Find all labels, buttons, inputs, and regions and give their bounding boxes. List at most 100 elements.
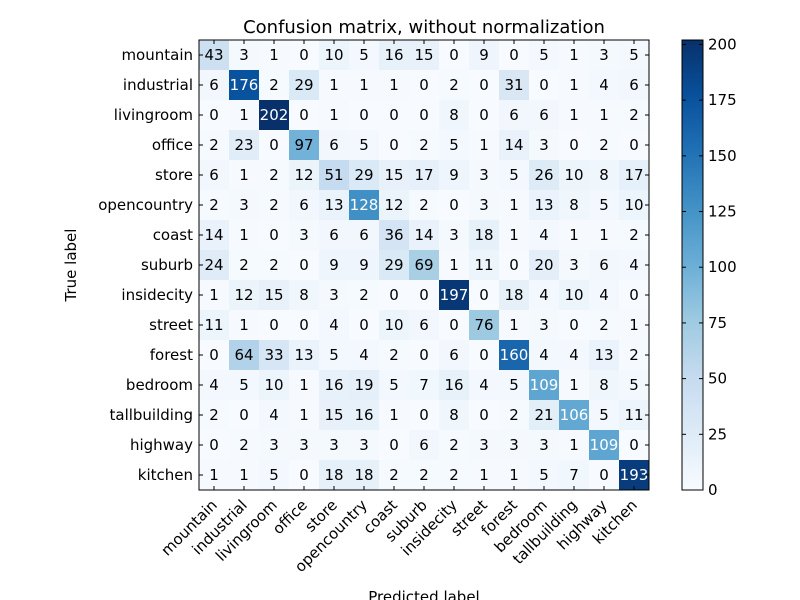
heatmap-cell — [319, 460, 350, 491]
cell-value-label: 8 — [569, 196, 579, 214]
heatmap-cell — [319, 280, 350, 311]
heatmap-cell — [559, 40, 590, 71]
heatmap-cell — [289, 190, 320, 221]
heatmap-cell — [199, 160, 230, 191]
heatmap-cell — [289, 220, 320, 251]
heatmap-cell — [529, 400, 560, 431]
heatmap-cell — [409, 160, 440, 191]
cell-value-label: 29 — [384, 256, 403, 274]
heatmap-cell — [499, 250, 530, 281]
cell-value-label: 0 — [479, 76, 489, 94]
heatmap-cell — [349, 430, 380, 461]
heatmap-cell — [409, 220, 440, 251]
heatmap-cell — [229, 190, 260, 221]
cell-value-label: 7 — [419, 376, 429, 394]
heatmap-cell — [439, 130, 470, 161]
cell-value-label: 9 — [329, 256, 339, 274]
cell-value-label: 0 — [389, 286, 399, 304]
cell-value-label: 12 — [294, 166, 313, 184]
cell-value-label: 6 — [299, 196, 309, 214]
heatmap-cell — [289, 280, 320, 311]
heatmap-cell — [409, 250, 440, 281]
heatmap-cell — [229, 220, 260, 251]
heatmap-cell — [589, 100, 620, 131]
heatmap-cell — [559, 220, 590, 251]
heatmap-cell — [199, 310, 230, 341]
heatmap-cell — [379, 340, 410, 371]
cell-value-label: 24 — [204, 256, 223, 274]
heatmap-cell — [409, 100, 440, 131]
heatmap-cell — [439, 340, 470, 371]
heatmap-cell — [589, 460, 620, 491]
heatmap-cell — [469, 160, 500, 191]
cell-value-label: 6 — [209, 76, 219, 94]
heatmap-cell — [499, 190, 530, 221]
heatmap-cell — [289, 370, 320, 401]
cell-value-label: 14 — [204, 226, 223, 244]
cell-value-label: 0 — [599, 466, 609, 484]
cell-value-label: 4 — [599, 76, 609, 94]
heatmap-cell — [319, 70, 350, 101]
cell-value-label: 109 — [530, 376, 559, 394]
heatmap-cell — [229, 430, 260, 461]
cell-value-label: 3 — [359, 436, 369, 454]
heatmap-cell — [259, 70, 290, 101]
cell-value-label: 8 — [299, 286, 309, 304]
cell-value-label: 43 — [204, 46, 223, 64]
heatmap-cell — [469, 430, 500, 461]
cell-value-label: 29 — [294, 76, 313, 94]
cell-value-label: 64 — [234, 346, 253, 364]
cell-value-label: 16 — [444, 376, 463, 394]
cell-value-label: 2 — [269, 196, 279, 214]
heatmap-cell — [469, 400, 500, 431]
heatmap-cell — [199, 190, 230, 221]
cell-value-label: 11 — [474, 256, 493, 274]
cell-value-label: 0 — [269, 316, 279, 334]
y-tick-label: highway — [130, 436, 193, 454]
heatmap-cell — [619, 100, 650, 131]
heatmap-cell — [319, 130, 350, 161]
heatmap-cell — [499, 400, 530, 431]
heatmap-cell — [559, 160, 590, 191]
cell-value-label: 3 — [569, 256, 579, 274]
cell-value-label: 36 — [384, 226, 403, 244]
heatmap-cell — [229, 250, 260, 281]
heatmap-cell — [589, 130, 620, 161]
heatmap-cell — [379, 100, 410, 131]
cell-value-label: 18 — [474, 226, 493, 244]
heatmap-cell — [259, 310, 290, 341]
heatmap-cell — [319, 160, 350, 191]
heatmap-cell — [229, 460, 260, 491]
cell-value-label: 0 — [299, 466, 309, 484]
heatmap-cell — [589, 400, 620, 431]
heatmap-cell — [229, 400, 260, 431]
cell-value-label: 6 — [419, 316, 429, 334]
heatmap-cell — [469, 190, 500, 221]
cell-value-label: 5 — [389, 376, 399, 394]
heatmap-cell — [289, 70, 320, 101]
heatmap-cell — [589, 220, 620, 251]
cell-value-label: 0 — [299, 316, 309, 334]
heatmap-cell — [589, 370, 620, 401]
heatmap-cells — [199, 40, 650, 491]
cell-value-label: 1 — [239, 316, 249, 334]
cell-value-label: 51 — [324, 166, 343, 184]
cell-value-label: 0 — [389, 136, 399, 154]
colorbar-tick-label: 125 — [708, 203, 737, 221]
cell-value-label: 6 — [539, 106, 549, 124]
heatmap-cell — [559, 130, 590, 161]
heatmap-cell — [259, 160, 290, 191]
heatmap-cell — [499, 100, 530, 131]
cell-value-label: 3 — [239, 46, 249, 64]
cell-value-label: 3 — [329, 286, 339, 304]
heatmap-cell — [559, 190, 590, 221]
cell-value-label: 0 — [449, 316, 459, 334]
heatmap-cell — [589, 280, 620, 311]
heatmap-cell — [469, 310, 500, 341]
heatmap-cell — [289, 160, 320, 191]
cell-value-label: 14 — [414, 226, 433, 244]
colorbar-tick-label: 25 — [708, 425, 727, 443]
y-tick-label: industrial — [123, 76, 193, 94]
heatmap-cell — [199, 370, 230, 401]
cell-value-label: 1 — [239, 466, 249, 484]
